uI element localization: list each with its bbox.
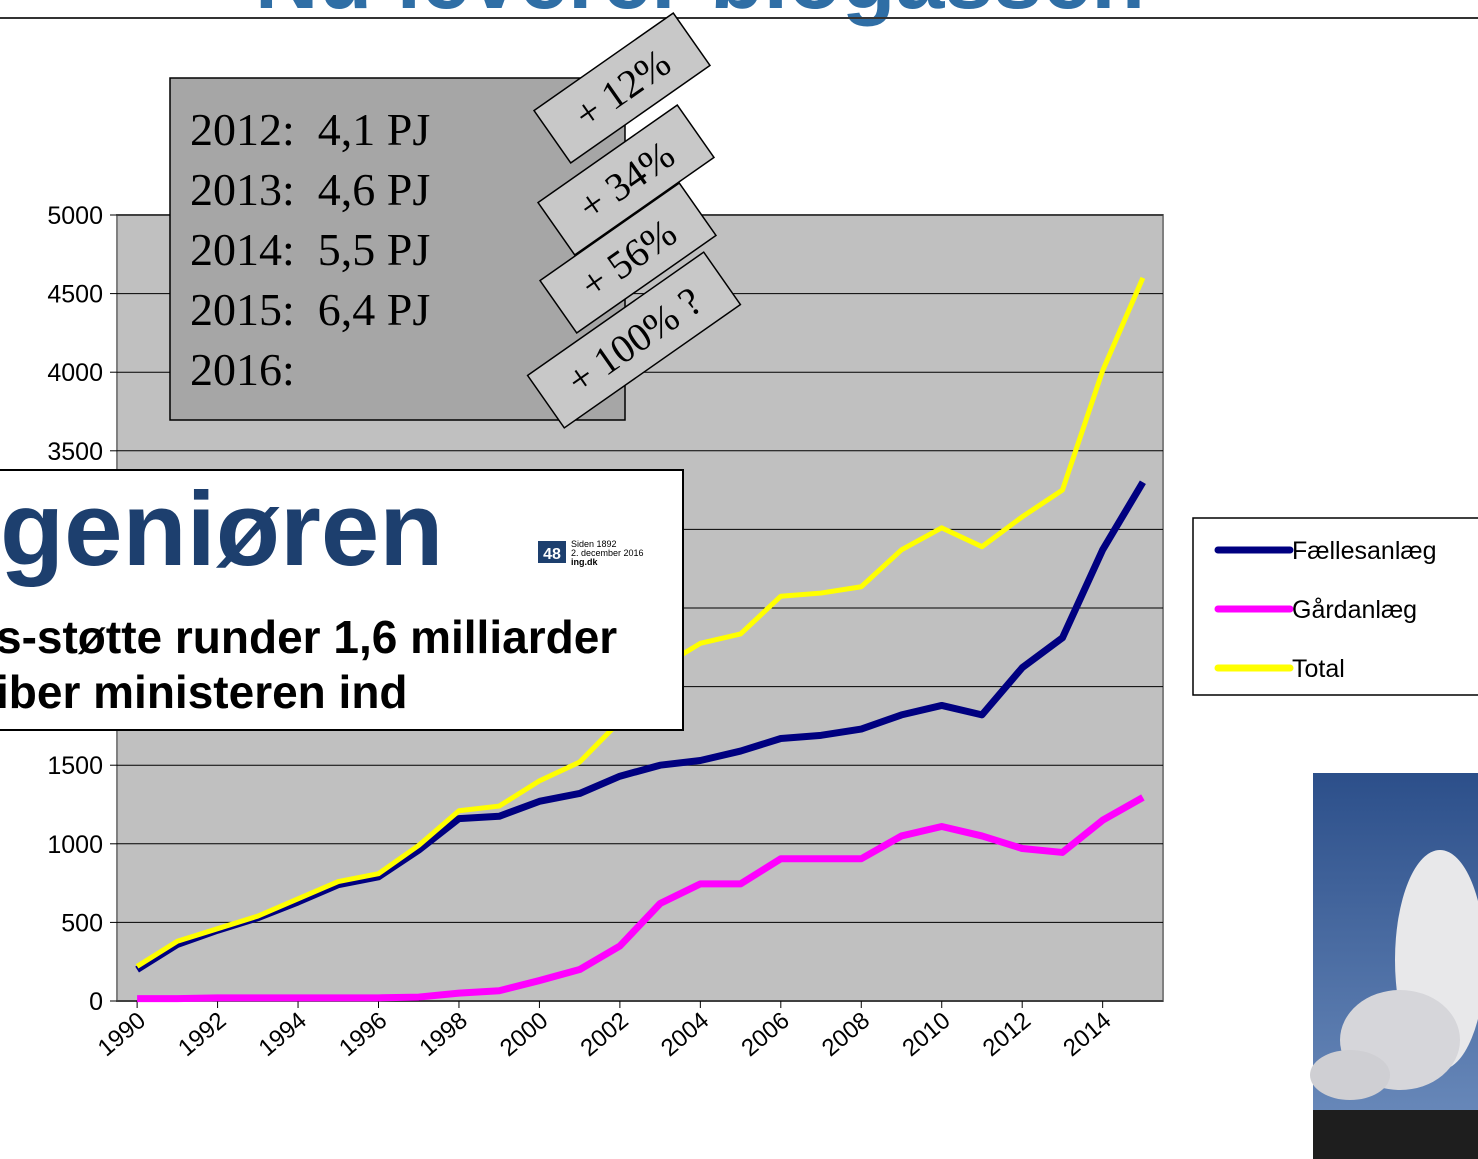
photo-cloud	[1310, 1050, 1390, 1100]
production-line: 2014: 5,5 PJ	[190, 224, 430, 275]
x-tick-label: 2010	[897, 1007, 955, 1062]
y-tick-label: 0	[89, 988, 103, 1016]
legend-label: Gårdanlæg	[1292, 596, 1417, 624]
x-tick-label: 2008	[817, 1007, 875, 1062]
masthead: geniøren	[0, 471, 443, 588]
production-line: 2016:	[190, 344, 295, 395]
legend-label: Total	[1292, 655, 1345, 683]
x-tick-label: 1998	[415, 1007, 473, 1062]
x-tick-label: 2000	[495, 1007, 553, 1062]
y-tick-label: 3500	[47, 438, 103, 466]
page-number: 48	[543, 546, 561, 563]
y-tick-label: 1500	[47, 752, 103, 780]
y-tick-label: 4500	[47, 281, 103, 309]
production-line: 2015: 6,4 PJ	[190, 284, 430, 335]
y-tick-label: 500	[61, 909, 103, 937]
legend-label: Fællesanlæg	[1292, 537, 1437, 565]
x-tick-label: 2014	[1058, 1007, 1116, 1062]
legend: Fællesanlæg Gårdanlæg Total	[1193, 518, 1478, 695]
x-tick-label: 2004	[656, 1007, 714, 1062]
photo	[1310, 773, 1478, 1159]
production-line: 2012: 4,1 PJ	[190, 104, 430, 155]
y-tick-label: 5000	[47, 202, 103, 230]
x-tick-label: 1996	[334, 1007, 392, 1062]
production-line: 2013: 4,6 PJ	[190, 164, 430, 215]
x-tick-label: 2006	[736, 1007, 794, 1062]
slide: Nu leverer biogassen 0500100015002000250…	[0, 0, 1478, 1159]
headline: s-støtte runder 1,6 milliarder	[0, 611, 617, 663]
headline: iber ministeren ind	[0, 666, 408, 718]
x-tick-label: 2012	[978, 1007, 1036, 1062]
y-tick-label: 1000	[47, 831, 103, 859]
x-tick-label: 1992	[173, 1007, 231, 1062]
site: ing.dk	[571, 557, 598, 567]
x-tick-label: 1994	[254, 1007, 312, 1062]
slide-title: Nu leverer biogassen	[255, 0, 1145, 27]
photo-tanks	[1313, 1110, 1478, 1159]
y-tick-label: 4000	[47, 359, 103, 387]
x-tick-label: 2002	[575, 1007, 633, 1062]
